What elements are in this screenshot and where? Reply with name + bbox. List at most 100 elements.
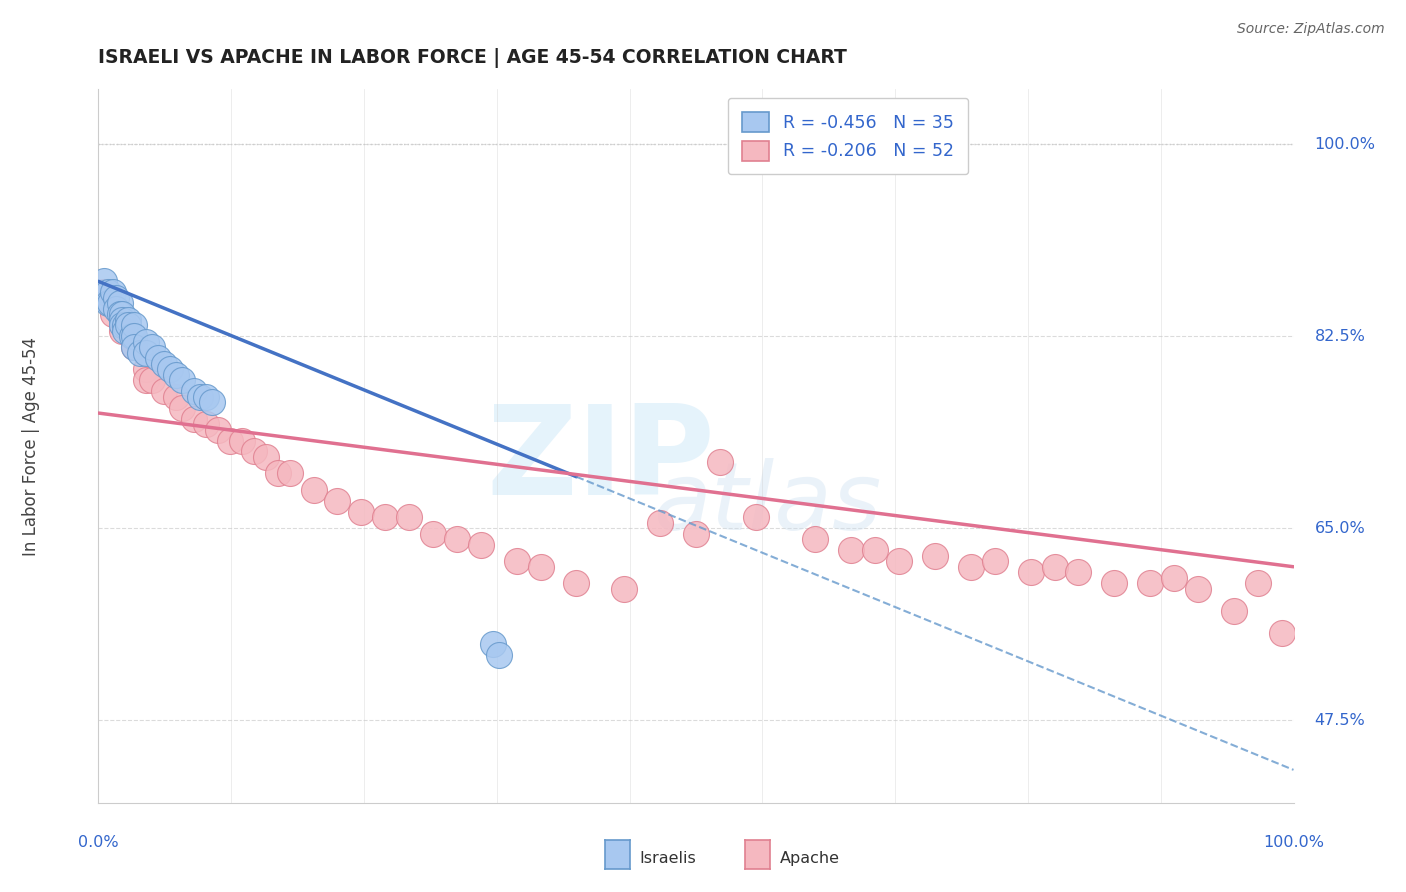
Point	[105, 301, 128, 316]
Point	[243, 444, 266, 458]
Point	[141, 340, 163, 354]
Point	[278, 467, 301, 481]
Point	[231, 434, 253, 448]
Point	[111, 312, 134, 326]
Point	[374, 510, 396, 524]
Point	[446, 533, 468, 547]
Point	[959, 559, 981, 574]
Point	[422, 526, 444, 541]
Point	[172, 401, 194, 415]
Point	[93, 285, 115, 300]
Point	[124, 340, 146, 354]
Point	[101, 307, 124, 321]
Point	[121, 329, 143, 343]
Text: In Labor Force | Age 45-54: In Labor Force | Age 45-54	[22, 336, 39, 556]
Point	[135, 362, 157, 376]
Point	[124, 340, 146, 354]
Point	[1246, 576, 1268, 591]
Point	[111, 324, 134, 338]
Point	[889, 554, 911, 568]
Point	[159, 362, 181, 376]
Point	[470, 538, 492, 552]
Point	[135, 334, 157, 349]
Text: atlas: atlas	[654, 458, 882, 549]
Text: 100.0%: 100.0%	[1263, 836, 1324, 850]
Point	[165, 390, 187, 404]
Point	[153, 357, 176, 371]
Legend: R = -0.456   N = 35, R = -0.206   N = 52: R = -0.456 N = 35, R = -0.206 N = 52	[728, 98, 969, 175]
Text: 82.5%: 82.5%	[1315, 329, 1365, 343]
Point	[648, 516, 672, 530]
Point	[183, 411, 205, 425]
Point	[207, 423, 229, 437]
Point	[1163, 571, 1185, 585]
Point	[1019, 566, 1042, 580]
Point	[117, 318, 139, 333]
Point	[124, 329, 146, 343]
Point	[108, 307, 131, 321]
Point	[194, 417, 217, 431]
Point	[254, 450, 277, 464]
Point	[129, 345, 152, 359]
Point	[267, 467, 290, 481]
Point	[839, 543, 862, 558]
Point	[201, 395, 224, 409]
Point	[1067, 566, 1090, 580]
Point	[114, 324, 136, 338]
Text: 47.5%: 47.5%	[1315, 713, 1365, 728]
Text: 100.0%: 100.0%	[1315, 136, 1375, 152]
Point	[1139, 576, 1161, 591]
Point	[529, 559, 551, 574]
Point	[326, 494, 349, 508]
Point	[153, 384, 176, 398]
Point	[194, 390, 217, 404]
Point	[1222, 604, 1246, 618]
Point	[350, 505, 373, 519]
Point	[172, 373, 194, 387]
Text: Apache: Apache	[780, 851, 841, 865]
Point	[114, 318, 136, 333]
Point	[93, 274, 115, 288]
Point	[105, 291, 128, 305]
Point	[111, 318, 134, 333]
Point	[709, 455, 731, 469]
Point	[141, 373, 163, 387]
Point	[101, 285, 124, 300]
Point	[506, 554, 529, 568]
Point	[124, 318, 146, 333]
Point	[188, 390, 211, 404]
Point	[804, 533, 827, 547]
Point	[863, 543, 886, 558]
Point	[165, 368, 187, 382]
Point	[148, 351, 170, 366]
Point	[219, 434, 242, 448]
Point	[97, 285, 120, 300]
Point	[488, 648, 510, 662]
Point	[302, 483, 325, 497]
Text: 65.0%: 65.0%	[1315, 521, 1365, 536]
Text: 0.0%: 0.0%	[79, 836, 118, 850]
Point	[481, 637, 505, 651]
Point	[1271, 625, 1294, 640]
Point	[1187, 582, 1209, 596]
Point	[98, 296, 122, 310]
Point	[117, 312, 139, 326]
Point	[111, 307, 134, 321]
Point	[565, 576, 588, 591]
Point	[183, 384, 205, 398]
Point	[135, 373, 157, 387]
Point	[924, 549, 946, 563]
Point	[398, 510, 420, 524]
Point	[108, 296, 131, 310]
Point	[685, 526, 707, 541]
Text: ISRAELI VS APACHE IN LABOR FORCE | AGE 45-54 CORRELATION CHART: ISRAELI VS APACHE IN LABOR FORCE | AGE 4…	[98, 48, 848, 68]
Text: ZIP: ZIP	[486, 400, 714, 521]
Point	[135, 345, 157, 359]
Point	[1102, 576, 1125, 591]
Text: Source: ZipAtlas.com: Source: ZipAtlas.com	[1237, 22, 1385, 37]
Point	[745, 510, 768, 524]
Point	[97, 296, 120, 310]
Text: Israelis: Israelis	[640, 851, 696, 865]
Point	[1043, 559, 1066, 574]
Point	[613, 582, 636, 596]
